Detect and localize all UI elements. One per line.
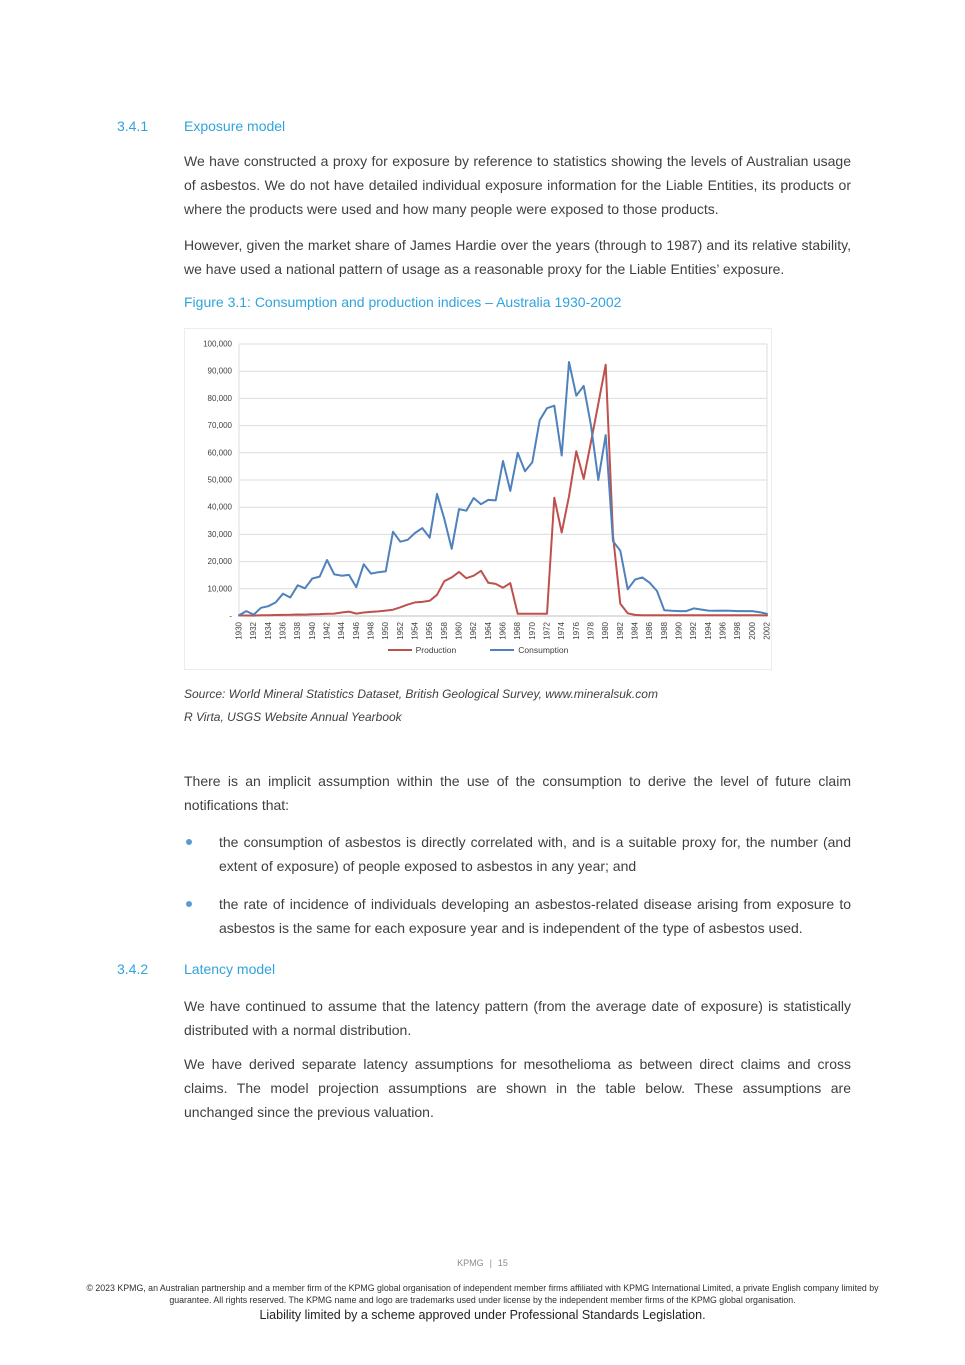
svg-text:2000: 2000 <box>748 621 757 639</box>
svg-text:1988: 1988 <box>660 621 669 639</box>
paragraph: We have constructed a proxy for exposure… <box>184 153 851 217</box>
svg-text:40,000: 40,000 <box>208 503 233 512</box>
footer-page-num: 15 <box>497 1258 508 1268</box>
bullet-icon <box>186 839 192 845</box>
paragraph: However, given the market share of James… <box>184 237 851 277</box>
svg-text:1966: 1966 <box>499 621 508 639</box>
page-content: 3.4.1 Exposure model We have constructed… <box>117 118 851 1120</box>
figure-caption: Figure 3.1: Consumption and production i… <box>184 294 622 310</box>
source-line-2: R Virta, USGS Website Annual Yearbook <box>184 710 402 724</box>
legend-item-consumption: Consumption <box>490 645 568 655</box>
svg-text:1952: 1952 <box>396 621 405 639</box>
figure-chart: - 10,000 20,000 30,000 40,000 50,000 60,000 70,… <box>184 328 772 670</box>
paragraph: We have continued to assume that the lat… <box>184 998 851 1038</box>
svg-text:90,000: 90,000 <box>208 367 233 376</box>
svg-text:1974: 1974 <box>557 621 566 639</box>
svg-text:50,000: 50,000 <box>208 476 233 485</box>
svg-text:80,000: 80,000 <box>208 394 233 403</box>
svg-text:1958: 1958 <box>440 621 449 639</box>
svg-text:1998: 1998 <box>733 621 742 639</box>
svg-text:1954: 1954 <box>411 621 420 639</box>
source-line-1: Source: World Mineral Statistics Dataset… <box>184 687 658 701</box>
bullet-icon <box>186 901 192 907</box>
svg-text:70,000: 70,000 <box>208 421 233 430</box>
svg-text:1992: 1992 <box>689 621 698 639</box>
svg-text:1944: 1944 <box>337 621 346 639</box>
svg-text:1950: 1950 <box>381 621 390 639</box>
svg-text:1938: 1938 <box>293 621 302 639</box>
liability-text: Liability limited by a scheme approved u… <box>259 1308 706 1322</box>
section-heading-342: 3.4.2 Latency model <box>117 961 851 977</box>
svg-text:1936: 1936 <box>279 621 288 639</box>
section-number: 3.4.1 <box>117 118 149 134</box>
list-item: the rate of incidence of individuals dev… <box>184 892 851 940</box>
svg-text:1948: 1948 <box>367 621 376 639</box>
footer-separator: | <box>489 1258 492 1268</box>
figure-source: Source: World Mineral Statistics Dataset… <box>184 683 851 729</box>
page-number: KPMG | 15 <box>0 1258 965 1268</box>
section-number: 3.4.2 <box>117 961 149 977</box>
svg-text:10,000: 10,000 <box>208 584 233 593</box>
svg-text:1960: 1960 <box>455 621 464 639</box>
svg-text:1978: 1978 <box>587 621 596 639</box>
list-item: the consumption of asbestos is directly … <box>184 830 851 878</box>
consumption-line-swatch <box>490 648 515 652</box>
page-footer: KPMG | 15 © 2023 KPMG, an Australian partn… <box>0 1258 965 1335</box>
svg-text:1932: 1932 <box>249 621 258 639</box>
footer-brand: KPMG <box>457 1258 484 1268</box>
legend-label-consumption: Consumption <box>518 645 569 655</box>
svg-text:1990: 1990 <box>675 621 684 639</box>
svg-text:1930: 1930 <box>235 621 244 639</box>
svg-text:1980: 1980 <box>601 621 610 639</box>
svg-text:2002: 2002 <box>763 621 772 639</box>
svg-text:1940: 1940 <box>308 621 317 639</box>
bullet-text: the consumption of asbestos is directly … <box>219 834 851 874</box>
svg-text:1934: 1934 <box>264 621 273 639</box>
bullet-text: the rate of incidence of individuals dev… <box>219 896 851 936</box>
svg-text:60,000: 60,000 <box>208 448 233 457</box>
legend-label-production: Production <box>415 645 457 655</box>
svg-text:-: - <box>229 612 232 621</box>
svg-text:30,000: 30,000 <box>208 530 233 539</box>
paragraph: There is an implicit assumption within t… <box>184 773 851 813</box>
svg-text:1986: 1986 <box>645 621 654 639</box>
paragraph: We have derived separate latency assumpt… <box>184 1056 851 1120</box>
svg-text:100,000: 100,000 <box>203 340 232 349</box>
section-heading-341: 3.4.1 Exposure model <box>117 118 851 134</box>
svg-text:1976: 1976 <box>572 621 581 639</box>
svg-text:1972: 1972 <box>543 621 552 639</box>
svg-text:1942: 1942 <box>323 621 332 639</box>
svg-text:20,000: 20,000 <box>208 557 233 566</box>
svg-text:1970: 1970 <box>528 621 537 639</box>
consumption-production-chart: - 10,000 20,000 30,000 40,000 50,000 60,000 70,… <box>203 340 772 640</box>
svg-text:1968: 1968 <box>513 621 522 639</box>
svg-text:1982: 1982 <box>616 621 625 639</box>
legal-text: © 2023 KPMG, an Australian partnership a… <box>86 1283 879 1305</box>
svg-text:1964: 1964 <box>484 621 493 639</box>
svg-text:1946: 1946 <box>352 621 361 639</box>
legend-item-production: Production <box>387 645 457 655</box>
assumption-bullet-list: the consumption of asbestos is directly … <box>184 830 851 940</box>
svg-text:1962: 1962 <box>469 621 478 639</box>
section-title: Latency model <box>184 961 276 977</box>
svg-text:1956: 1956 <box>425 621 434 639</box>
svg-text:1994: 1994 <box>704 621 713 639</box>
svg-text:1984: 1984 <box>631 621 640 639</box>
production-line-swatch <box>387 648 412 652</box>
section-title: Exposure model <box>184 118 286 134</box>
chart-legend: Production Consumption <box>185 645 771 655</box>
svg-text:1996: 1996 <box>719 621 728 639</box>
